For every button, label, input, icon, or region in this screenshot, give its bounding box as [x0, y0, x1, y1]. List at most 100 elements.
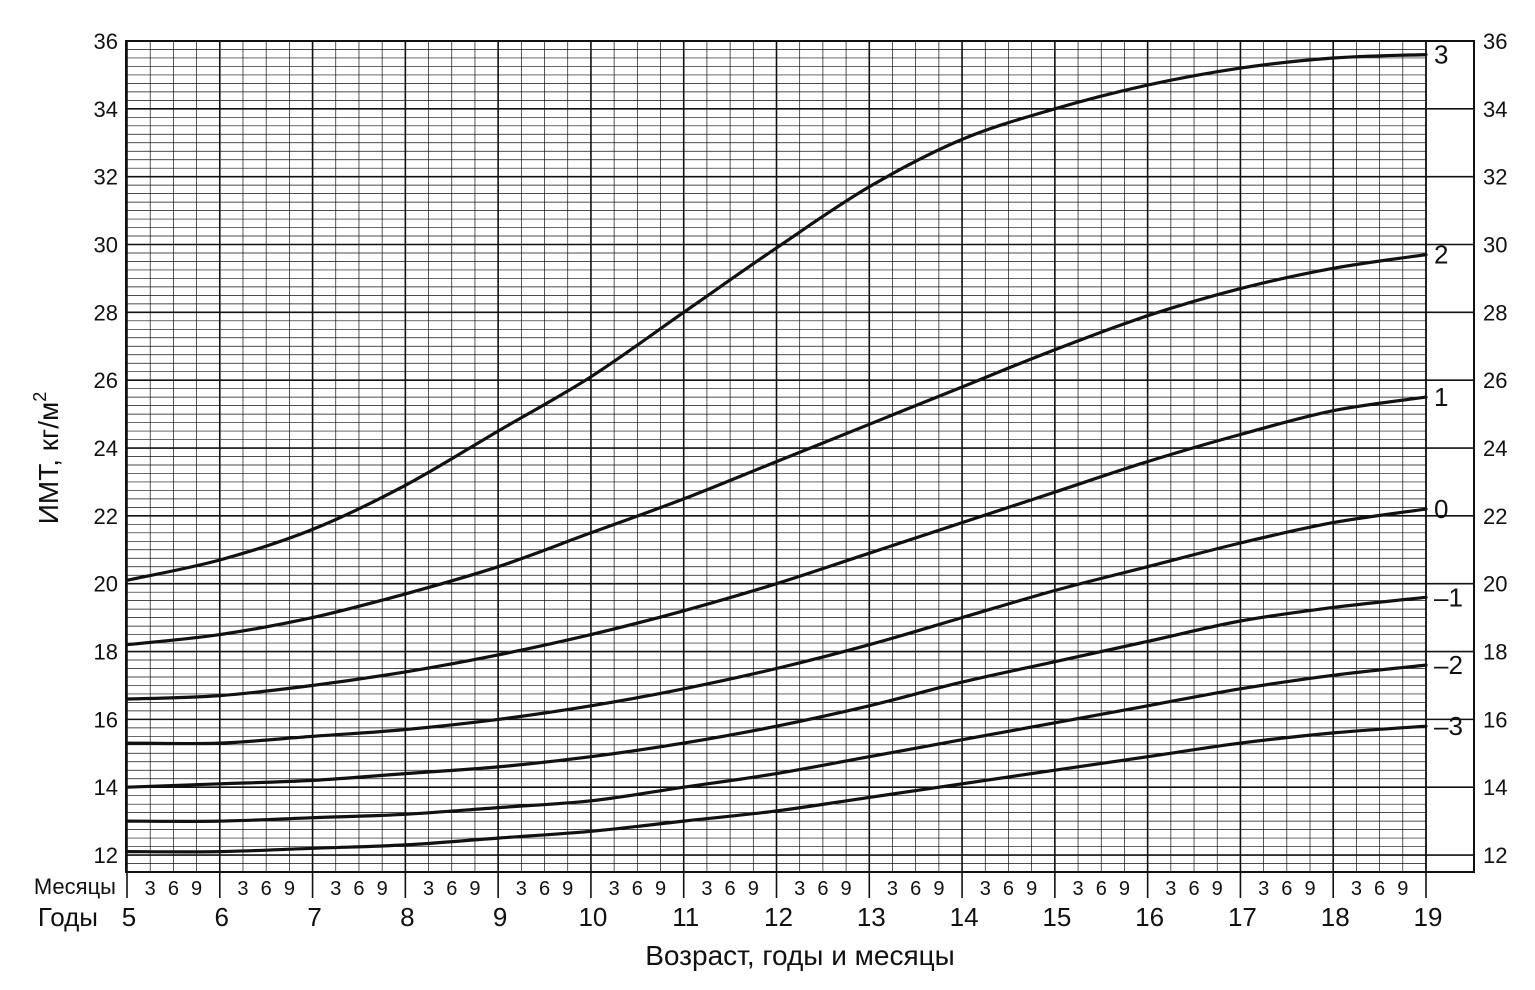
y-tick-right: 26 [1483, 368, 1507, 393]
months-row-label: Месяцы [34, 874, 116, 899]
x-year-tick: 15 [1042, 902, 1071, 932]
x-year-tick: 7 [307, 902, 321, 932]
x-month-tick: 3 [980, 878, 991, 900]
x-month-tick: 6 [725, 878, 736, 900]
x-month-tick: 3 [1072, 878, 1083, 900]
x-month-tick: 3 [423, 878, 434, 900]
x-year-tick: 19 [1414, 902, 1443, 932]
y-tick-left: 24 [94, 436, 118, 461]
x-month-tick: 6 [1003, 878, 1014, 900]
x-month-tick: 6 [1374, 878, 1385, 900]
x-month-tick: 9 [1119, 878, 1130, 900]
years-row-label: Годы [38, 902, 98, 932]
x-month-tick: 6 [1096, 878, 1107, 900]
curve-sd-1 [125, 253, 1428, 647]
y-tick-right: 24 [1483, 436, 1507, 461]
y-tick-left: 36 [94, 29, 118, 54]
x-year-tick: 11 [672, 902, 699, 932]
x-year-tick: 14 [950, 902, 979, 932]
curve-label-3: 0 [1434, 494, 1448, 524]
label-column [1427, 42, 1473, 871]
y-tick-left: 14 [94, 775, 118, 800]
curve-sd-3 [125, 507, 1428, 746]
x-month-tick: 9 [933, 878, 944, 900]
x-month-tick: 9 [1304, 878, 1315, 900]
curve-label-5: –2 [1434, 650, 1463, 680]
x-year-tick: 13 [857, 902, 886, 932]
x-month-tick: 3 [145, 878, 156, 900]
x-month-tick: 9 [1026, 878, 1037, 900]
y-tick-right: 36 [1483, 29, 1507, 54]
x-year-tick: 12 [764, 902, 793, 932]
y-tick-right: 18 [1483, 640, 1507, 665]
y-tick-right: 12 [1483, 843, 1507, 868]
curve-sd-0 [125, 53, 1428, 582]
x-year-tick: 6 [215, 902, 229, 932]
y-tick-left: 22 [94, 504, 118, 529]
y-tick-right: 34 [1483, 97, 1507, 122]
curve-sd-4 [125, 595, 1428, 789]
y-tick-left: 32 [94, 165, 118, 190]
x-month-tick: 9 [748, 878, 759, 900]
curve-sd-2 [125, 395, 1428, 701]
y-tick-right: 20 [1483, 572, 1507, 597]
x-month-tick: 9 [284, 878, 295, 900]
x-month-tick: 6 [910, 878, 921, 900]
x-month-tick: 6 [353, 878, 364, 900]
x-month-tick: 3 [237, 878, 248, 900]
y-tick-left: 26 [94, 368, 118, 393]
x-axis-title: Возраст, годы и месяцы [645, 940, 955, 971]
y-tick-right: 32 [1483, 165, 1507, 190]
x-month-tick: 9 [191, 878, 202, 900]
x-month-tick: 6 [446, 878, 457, 900]
x-month-tick: 9 [377, 878, 388, 900]
x-year-tick: 9 [493, 902, 507, 932]
x-year-tick: 10 [578, 902, 607, 932]
y-tick-right: 22 [1483, 504, 1507, 529]
x-month-tick: 3 [1165, 878, 1176, 900]
y-tick-left: 12 [94, 843, 118, 868]
y-tick-left: 20 [94, 572, 118, 597]
y-tick-right: 16 [1483, 707, 1507, 732]
y-tick-left: 34 [94, 97, 118, 122]
curve-label-1: 2 [1434, 240, 1448, 270]
x-month-tick: 6 [539, 878, 550, 900]
x-month-tick: 9 [1397, 878, 1408, 900]
x-month-tick: 9 [655, 878, 666, 900]
y-tick-left: 28 [94, 300, 118, 325]
curve-sd-6 [125, 724, 1428, 854]
curve-label-2: 1 [1434, 382, 1448, 412]
x-month-tick: 6 [168, 878, 179, 900]
x-month-tick: 9 [562, 878, 573, 900]
x-year-tick: 5 [122, 902, 136, 932]
y-tick-right: 14 [1483, 775, 1507, 800]
x-year-tick: 17 [1228, 902, 1257, 932]
x-year-tick: 18 [1321, 902, 1350, 932]
y-tick-right: 28 [1483, 300, 1507, 325]
x-month-tick: 6 [632, 878, 643, 900]
curve-label-4: –1 [1434, 582, 1463, 612]
y-axis-title: ИМТ, кг/м2 [30, 392, 64, 525]
x-month-tick: 3 [609, 878, 620, 900]
x-year-tick: 16 [1135, 902, 1164, 932]
x-month-tick: 3 [1258, 878, 1269, 900]
x-year-tick: 8 [400, 902, 414, 932]
y-tick-left: 18 [94, 640, 118, 665]
curve-label-0: 3 [1434, 40, 1448, 70]
curves [125, 53, 1428, 854]
x-month-tick: 6 [817, 878, 828, 900]
y-axis-title-sup: 2 [30, 392, 50, 402]
x-month-tick: 6 [261, 878, 272, 900]
x-month-tick: 3 [516, 878, 527, 900]
y-tick-right: 30 [1483, 233, 1507, 258]
x-month-tick: 3 [330, 878, 341, 900]
x-month-tick: 6 [1188, 878, 1199, 900]
x-month-tick: 9 [1212, 878, 1223, 900]
curve-labels: 3 2 1 0 –1 –2 –3 [1434, 40, 1463, 742]
x-month-tick: 3 [887, 878, 898, 900]
plot-frame [125, 40, 1475, 873]
x-month-tick: 3 [1351, 878, 1362, 900]
x-month-tick: 9 [469, 878, 480, 900]
